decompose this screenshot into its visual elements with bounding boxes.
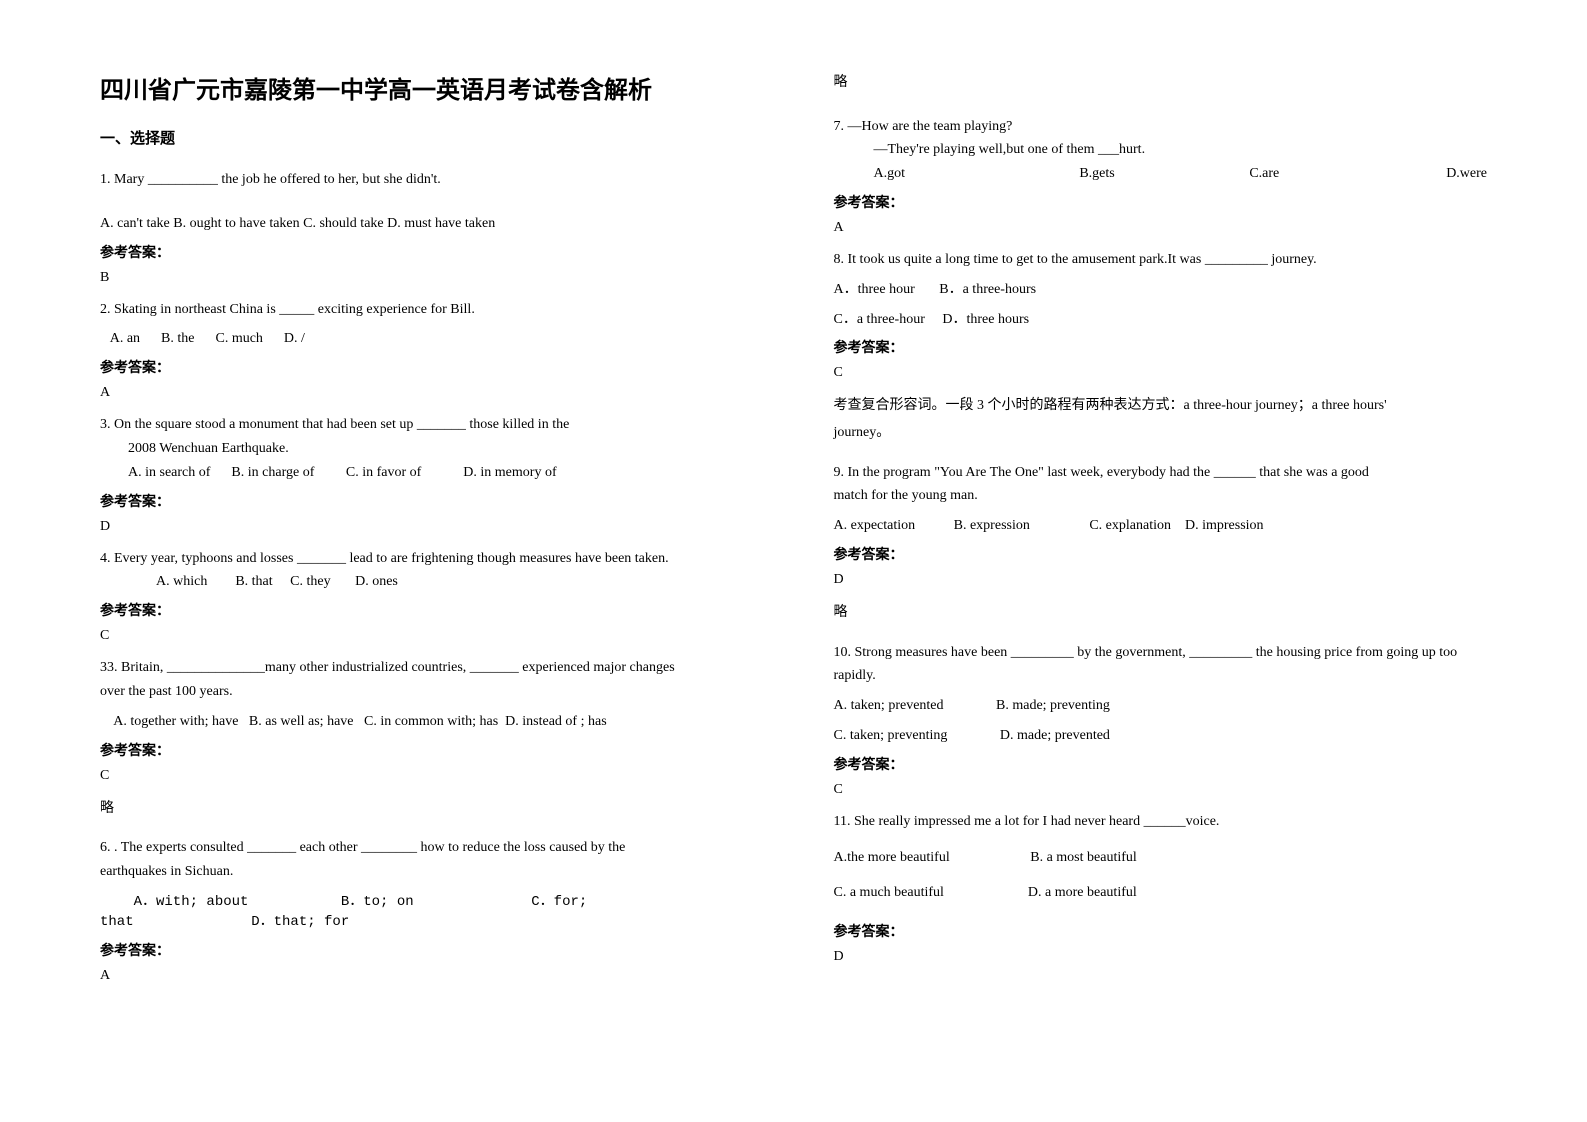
q7-stem-line2-text: —They're playing well,but one of them __… <box>874 142 1146 157</box>
q1-answer: B <box>100 270 774 286</box>
answer-label: 参考答案： <box>100 242 774 262</box>
page-title: 四川省广元市嘉陵第一中学高一英语月考试卷含解析 <box>100 70 774 105</box>
q9-note: 略 <box>834 600 1488 627</box>
q11-stem: 11. She really impressed me a lot for I … <box>834 810 1488 834</box>
answer-label: 参考答案： <box>100 740 774 760</box>
q8-options-line2: C．a three-hour D．three hours <box>834 308 1488 332</box>
q8-answer: C <box>834 365 1488 381</box>
right-column: 略 7. —How are the team playing? —They're… <box>814 70 1528 1082</box>
q10-answer: C <box>834 782 1488 798</box>
q7-answer: A <box>834 220 1488 236</box>
q5-answer: C <box>100 768 774 784</box>
q8-explain-line2: journey。 <box>834 420 1488 447</box>
q6-stem-line2: earthquakes in Sichuan. <box>100 860 774 884</box>
q10-stem-line1: 10. Strong measures have been _________ … <box>834 641 1488 665</box>
q4-answer: C <box>100 628 774 644</box>
left-column: 四川省广元市嘉陵第一中学高一英语月考试卷含解析 一、选择题 1. Mary __… <box>100 70 814 1082</box>
q11-answer: D <box>834 949 1488 965</box>
answer-label: 参考答案： <box>834 921 1488 941</box>
answer-label: 参考答案： <box>834 754 1488 774</box>
answer-label: 参考答案： <box>834 544 1488 564</box>
q5-stem-line1: 33. Britain, ______________many other in… <box>100 656 774 680</box>
answer-label: 参考答案： <box>100 491 774 511</box>
q6-stem-line1: 6. . The experts consulted _______ each … <box>100 836 774 860</box>
section-heading: 一、选择题 <box>100 127 774 148</box>
q7-optB: B.gets <box>1079 162 1249 186</box>
q1-options: A. can't take B. ought to have taken C. … <box>100 212 774 236</box>
q2-options: A. an B. the C. much D. / <box>100 327 774 351</box>
q3-stem-line1: 3. On the square stood a monument that h… <box>100 413 774 437</box>
q7-stem-line1: 7. —How are the team playing? <box>834 115 1488 139</box>
answer-label: 参考答案： <box>100 600 774 620</box>
q4-options: A. which B. that C. they D. ones <box>100 570 774 594</box>
q1-stem: 1. Mary __________ the job he offered to… <box>100 168 774 192</box>
q8-stem: 8. It took us quite a long time to get t… <box>834 248 1488 272</box>
q11-options-line2: C. a much beautiful D. a more beautiful <box>834 881 1488 905</box>
q10-options-line2: C. taken; preventing D. made; prevented <box>834 724 1488 748</box>
q9-answer: D <box>834 572 1488 588</box>
q6-options-line1: A．with; about B．to; on C．for; <box>100 890 774 910</box>
exam-page: 四川省广元市嘉陵第一中学高一英语月考试卷含解析 一、选择题 1. Mary __… <box>0 0 1587 1122</box>
q10-options-line1: A. taken; prevented B. made; preventing <box>834 694 1488 718</box>
q2-stem: 2. Skating in northeast China is _____ e… <box>100 298 774 322</box>
q5-stem-line2: over the past 100 years. <box>100 680 774 704</box>
q6-options-line2: that D．that; for <box>100 910 774 930</box>
q7-stem-line2: —They're playing well,but one of them __… <box>834 138 1488 162</box>
q5-options: A. together with; have B. as well as; ha… <box>100 710 774 734</box>
q7-options: A.got B.gets C.are D.were <box>834 162 1488 186</box>
answer-label: 参考答案： <box>100 357 774 377</box>
q4-stem: 4. Every year, typhoons and losses _____… <box>100 547 774 571</box>
q3-answer: D <box>100 519 774 535</box>
q2-answer: A <box>100 385 774 401</box>
answer-label: 参考答案： <box>100 940 774 960</box>
q7-optC: C.are <box>1249 162 1446 186</box>
q3-stem-line2: 2008 Wenchuan Earthquake. <box>100 437 774 461</box>
q8-options-line1: A．three hour B．a three-hours <box>834 278 1488 302</box>
q9-stem-line2: match for the young man. <box>834 484 1488 508</box>
q5-note: 略 <box>100 796 774 823</box>
answer-label: 参考答案： <box>834 337 1488 357</box>
q7-optD: D.were <box>1446 162 1487 186</box>
q9-stem-line1: 9. In the program "You Are The One" last… <box>834 461 1488 485</box>
q9-options: A. expectation B. expression C. explanat… <box>834 514 1488 538</box>
note: 略 <box>834 70 1488 97</box>
q6-answer: A <box>100 968 774 984</box>
q8-explain-line1: 考查复合形容词。一段 3 个小时的路程有两种表达方式：a three-hour … <box>834 393 1488 420</box>
answer-label: 参考答案： <box>834 192 1488 212</box>
q3-options: A. in search of B. in charge of C. in fa… <box>100 461 774 485</box>
q11-options-line1: A.the more beautiful B. a most beautiful <box>834 846 1488 870</box>
q7-optA: A.got <box>874 162 1080 186</box>
q10-stem-line2: rapidly. <box>834 664 1488 688</box>
